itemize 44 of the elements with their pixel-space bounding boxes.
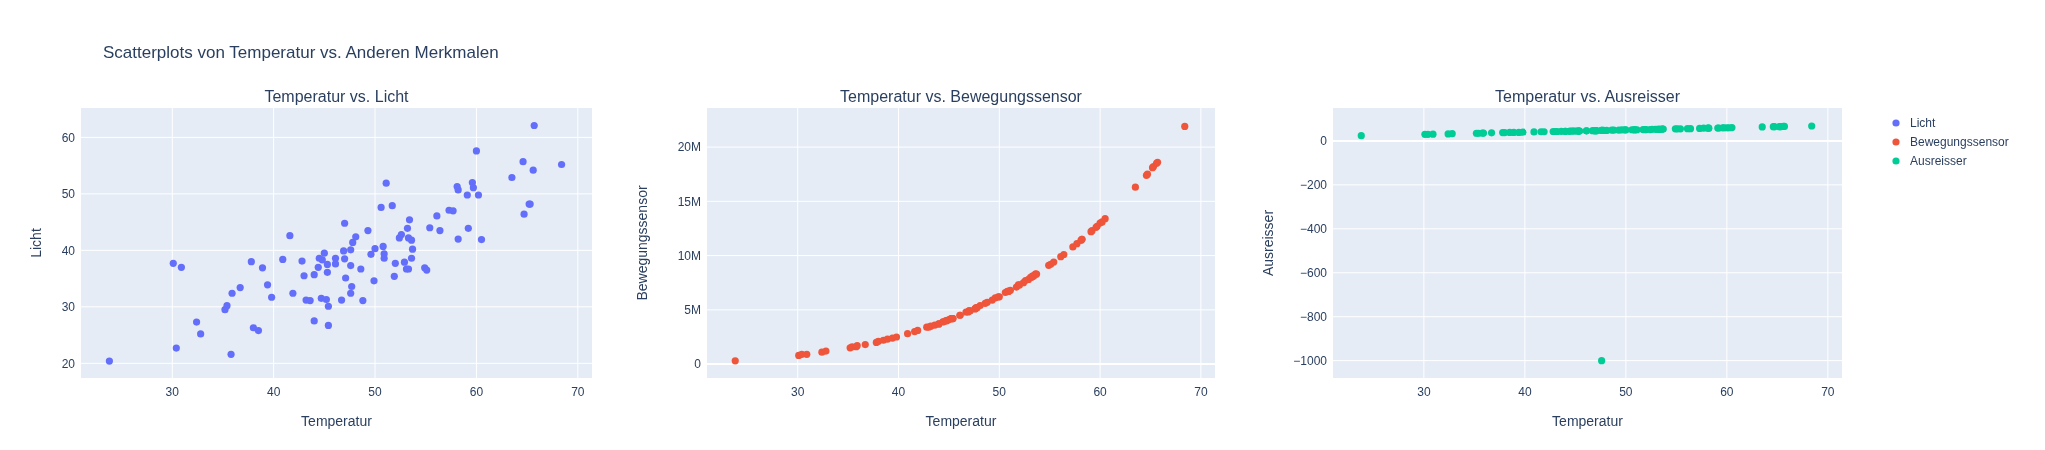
x-tick-label: 30 [791, 385, 805, 399]
x-axis-title: Temperatur [1552, 413, 1624, 429]
x-tick-label: 50 [368, 385, 383, 399]
x-tick-label: 60 [469, 385, 484, 399]
x-axis-title: Temperatur [301, 413, 373, 429]
x-tick-label: 50 [992, 385, 1007, 399]
y-tick-label: −800 [1299, 309, 1328, 324]
legend-label: Licht [1910, 116, 1937, 131]
legend-label: Ausreisser [1910, 154, 1967, 169]
x-tick-label: 70 [571, 385, 585, 399]
x-tick-label: 60 [1720, 385, 1734, 399]
x-tick-label: 70 [1821, 385, 1835, 399]
x-tick-label: 60 [1093, 385, 1108, 399]
chart-title: Temperatur vs. Bewegungssensor [840, 88, 1083, 105]
y-axis-title: Bewegungssensor [634, 185, 650, 301]
x-tick-label: 50 [1619, 385, 1633, 399]
x-tick-label: 30 [165, 385, 180, 399]
y-tick-label: −1000 [1293, 353, 1328, 368]
x-tick-label: 70 [1194, 385, 1208, 399]
y-tick-label: 5M [684, 303, 701, 318]
chart-title: Temperatur vs. Licht [264, 88, 410, 105]
x-tick-label: 40 [891, 385, 906, 399]
legend-label: Bewegungssensor [1910, 135, 2009, 150]
y-axis-title: Licht [28, 228, 44, 258]
y-tick-label: 0 [1320, 134, 1328, 149]
text: Scatterplots von Temperatur vs. Anderen Merkmalen [103, 43, 499, 62]
y-tick-label: −400 [1299, 222, 1328, 237]
y-axis-title: Ausreisser [1260, 209, 1276, 277]
y-tick-label: 0 [694, 357, 702, 372]
y-tick-label: 40 [61, 243, 76, 258]
y-tick-label: 15M [677, 194, 701, 209]
y-tick-label: 50 [61, 187, 76, 202]
x-axis-title: Temperatur [925, 413, 997, 429]
y-tick-label: 30 [61, 300, 76, 315]
y-tick-label: −600 [1299, 265, 1328, 280]
x-tick-label: 40 [1518, 385, 1532, 399]
x-tick-label: 40 [266, 385, 281, 399]
y-tick-label: 60 [61, 130, 76, 145]
y-tick-label: 20M [677, 140, 701, 155]
y-tick-label: 10M [677, 248, 701, 263]
y-tick-label: −200 [1299, 178, 1328, 193]
x-tick-label: 30 [1417, 385, 1431, 399]
y-tick-label: 20 [61, 356, 76, 371]
chart-title: Temperatur vs. Ausreisser [1495, 88, 1681, 105]
